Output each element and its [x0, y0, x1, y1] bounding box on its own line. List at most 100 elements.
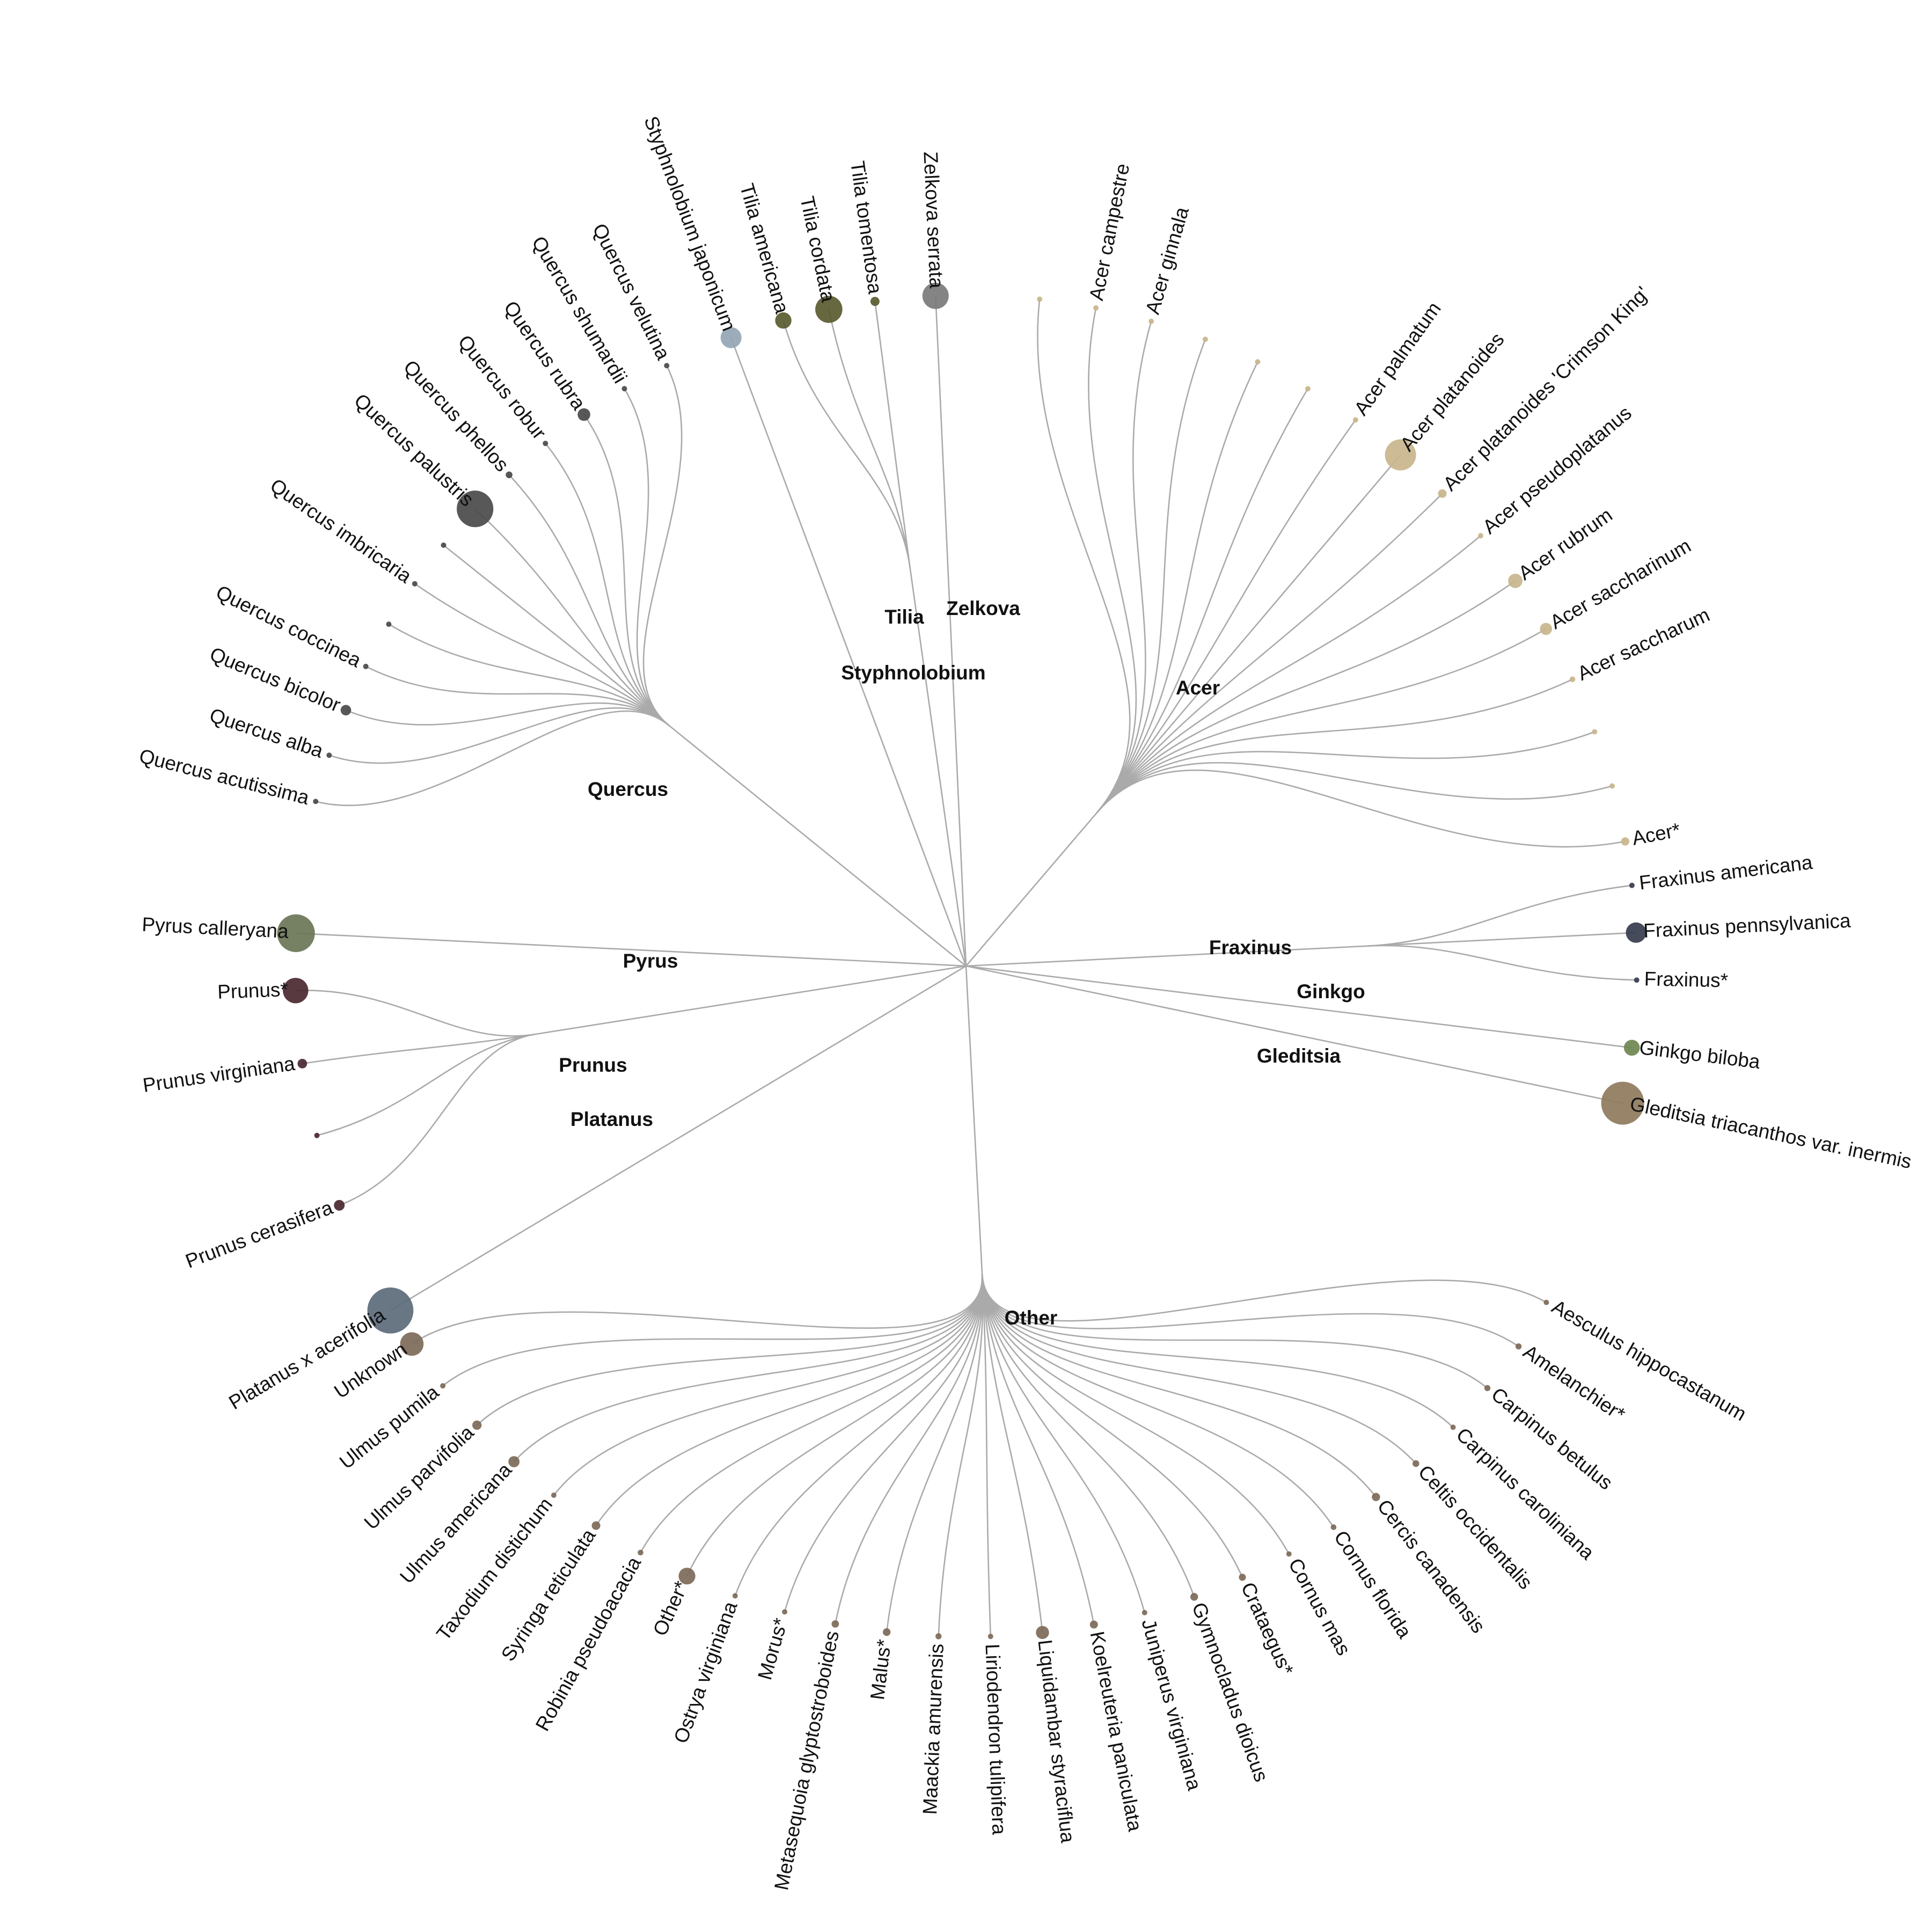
node-other-8[interactable] [732, 1593, 738, 1599]
node-quercus-10[interactable] [340, 705, 352, 716]
node-other-24[interactable] [1484, 1385, 1491, 1392]
node-other-11[interactable] [883, 1628, 891, 1636]
node-tilia-2[interactable] [775, 312, 792, 329]
node-other-1[interactable] [440, 1383, 446, 1389]
link-ginkgo-0 [965, 965, 1632, 1049]
node-other-0[interactable] [400, 1332, 424, 1356]
node-other-19[interactable] [1286, 1551, 1292, 1557]
node-other-10[interactable] [831, 1620, 839, 1628]
link-quercus-1 [624, 388, 670, 726]
link-other-17 [981, 1274, 1195, 1597]
node-quercus-9[interactable] [363, 663, 369, 669]
node-other-26[interactable] [1543, 1299, 1549, 1305]
leaf-label-metasequoia-glyptostroboides: Metasequoia glyptostroboides [770, 1629, 843, 1892]
node-acer-7[interactable] [1438, 489, 1447, 498]
node-other-13[interactable] [987, 1634, 993, 1640]
link-prunus-3 [339, 1033, 536, 1206]
node-other-22[interactable] [1413, 1460, 1419, 1467]
node-acer-11[interactable] [1255, 359, 1261, 365]
node-acer-10[interactable] [1305, 386, 1311, 392]
node-quercus-12[interactable] [313, 799, 319, 804]
node-other-5[interactable] [591, 1521, 601, 1530]
link-other-14 [981, 1274, 1043, 1633]
node-tilia-1[interactable] [815, 296, 843, 323]
node-acer-3[interactable] [1569, 676, 1576, 683]
leaf-label-tilia-cordata: Tilia cordata [796, 194, 839, 304]
node-fraxinus-2[interactable] [1629, 882, 1635, 888]
node-acer-8[interactable] [1385, 439, 1416, 471]
leaf-label-acer: Acer* [1630, 819, 1682, 850]
node-acer-13[interactable] [1148, 318, 1154, 324]
node-other-12[interactable] [935, 1633, 942, 1640]
node-quercus-7[interactable] [412, 581, 418, 587]
node-fraxinus-0[interactable] [1634, 977, 1640, 983]
node-prunus-0[interactable] [283, 978, 309, 1004]
genus-label-ginkgo: Ginkgo [1297, 980, 1365, 1002]
link-tilia-2 [782, 320, 911, 568]
link-quercus-7 [414, 583, 670, 726]
genus-label-quercus: Quercus [588, 778, 668, 800]
node-acer-2[interactable] [1592, 729, 1598, 735]
link-quercus-0 [642, 365, 683, 726]
node-gleditsia-0[interactable] [1601, 1081, 1644, 1125]
node-quercus-8[interactable] [386, 621, 392, 627]
node-quercus-2[interactable] [577, 408, 590, 421]
link-pyrus-0 [296, 932, 967, 967]
link-other-22 [981, 1274, 1417, 1465]
link-quercus-3 [545, 443, 670, 726]
node-other-3[interactable] [508, 1456, 520, 1468]
node-pyrus-0[interactable] [277, 914, 315, 953]
node-prunus-1[interactable] [297, 1059, 308, 1069]
node-prunus-3[interactable] [334, 1199, 345, 1211]
link-acer-3 [1096, 678, 1573, 814]
node-other-20[interactable] [1330, 1524, 1337, 1530]
node-quercus-11[interactable] [326, 752, 332, 758]
node-other-18[interactable] [1239, 1574, 1246, 1581]
node-other-25[interactable] [1515, 1343, 1522, 1350]
leaf-label-zelkova-serrata: Zelkova serrata [919, 151, 948, 289]
node-platanus-0[interactable] [367, 1287, 414, 1334]
node-other-23[interactable] [1450, 1424, 1456, 1430]
node-acer-12[interactable] [1202, 336, 1208, 342]
node-other-6[interactable] [638, 1549, 643, 1556]
node-other-17[interactable] [1190, 1593, 1198, 1601]
node-quercus-1[interactable] [621, 386, 627, 392]
node-ginkgo-0[interactable] [1623, 1040, 1640, 1056]
node-quercus-6[interactable] [441, 542, 447, 548]
node-other-7[interactable] [678, 1568, 696, 1585]
node-styphnolobium-0[interactable] [720, 327, 742, 348]
node-other-15[interactable] [1089, 1620, 1098, 1629]
node-acer-15[interactable] [1037, 296, 1043, 302]
node-other-16[interactable] [1141, 1609, 1147, 1615]
node-zelkova-0[interactable] [922, 282, 949, 309]
link-acer-12 [1096, 339, 1206, 814]
node-quercus-3[interactable] [543, 441, 548, 447]
link-other-12 [938, 1274, 984, 1637]
link-other-5 [595, 1274, 983, 1526]
node-other-2[interactable] [472, 1420, 482, 1430]
link-acer-13 [1096, 321, 1152, 814]
link-tilia-0 [874, 301, 911, 568]
node-acer-9[interactable] [1352, 417, 1358, 423]
link-other-20 [981, 1274, 1334, 1528]
node-tilia-0[interactable] [870, 297, 880, 306]
leaf-label-crataegus: Crataegus* [1237, 1579, 1298, 1679]
node-acer-5[interactable] [1508, 574, 1523, 588]
node-fraxinus-1[interactable] [1626, 922, 1646, 943]
node-quercus-0[interactable] [664, 363, 670, 369]
genus-label-zelkova: Zelkova [946, 597, 1020, 619]
node-quercus-4[interactable] [506, 471, 513, 479]
node-other-14[interactable] [1036, 1626, 1049, 1640]
node-acer-14[interactable] [1093, 305, 1099, 311]
node-other-21[interactable] [1372, 1492, 1380, 1502]
node-acer-6[interactable] [1478, 533, 1483, 539]
node-other-9[interactable] [782, 1609, 788, 1615]
node-acer-4[interactable] [1540, 623, 1552, 635]
node-acer-1[interactable] [1609, 783, 1615, 789]
node-other-4[interactable] [551, 1492, 557, 1498]
node-prunus-2[interactable] [314, 1132, 320, 1138]
node-quercus-5[interactable] [457, 491, 494, 528]
node-acer-0[interactable] [1621, 837, 1629, 846]
